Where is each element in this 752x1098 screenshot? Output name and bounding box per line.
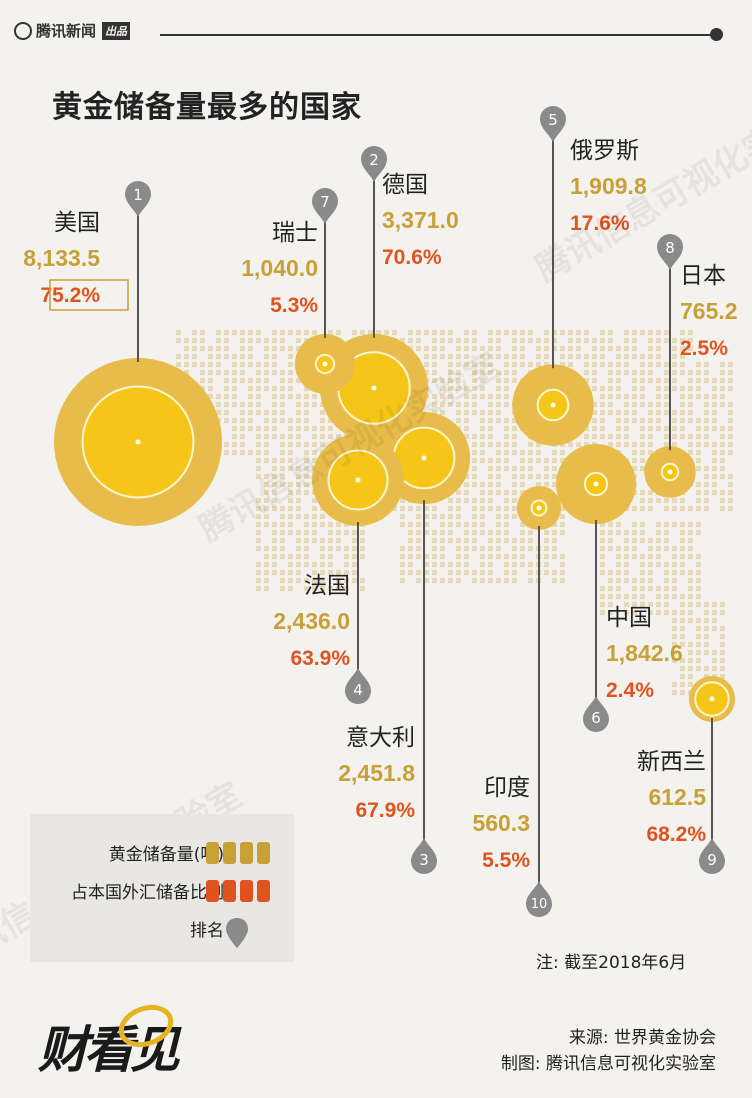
date-note: 注: 截至2018年6月 <box>536 953 687 973</box>
rank-pin-5 <box>540 106 566 142</box>
share-label-3: 67.9% <box>355 799 415 822</box>
country-name-8: 日本 <box>680 263 726 289</box>
share-label-9: 68.2% <box>646 823 706 846</box>
country-name-5: 俄罗斯 <box>570 138 639 164</box>
reserve-label-10: 560.3 <box>472 810 530 836</box>
bubble-center-dot-3 <box>421 455 427 461</box>
rank-number-8: 8 <box>665 239 675 257</box>
country-name-2: 德国 <box>382 172 428 198</box>
country-name-4: 法国 <box>304 573 350 599</box>
bubble-center-dot-8 <box>667 469 673 475</box>
rank-number-3: 3 <box>419 851 429 869</box>
rank-pin-10 <box>526 881 552 917</box>
header-dot <box>710 28 723 41</box>
rank-pin-9 <box>699 838 725 874</box>
reserve-label-4: 2,436.0 <box>273 608 350 634</box>
rank-number-5: 5 <box>548 111 558 129</box>
reserve-label-3: 2,451.8 <box>338 760 415 786</box>
bubble-center-dot-10 <box>536 505 542 511</box>
reserve-label-5: 1,909.8 <box>570 173 647 199</box>
header-rule <box>160 34 716 36</box>
chart-title: 黄金储备量最多的国家 <box>52 90 362 125</box>
source-text: 来源: 世界黄金协会 <box>568 1028 716 1048</box>
rank-number-1: 1 <box>133 186 143 204</box>
share-label-4: 63.9% <box>290 647 350 670</box>
share-label-1: 75.2% <box>40 284 100 307</box>
country-name-9: 新西兰 <box>637 749 706 775</box>
share-highlight-box-1 <box>49 279 129 311</box>
header-brand: 腾讯新闻 <box>36 22 97 40</box>
reserve-label-6: 1,842.6 <box>606 640 683 666</box>
reserve-label-7: 1,040.0 <box>241 255 318 281</box>
rank-number-2: 2 <box>369 151 379 169</box>
rank-pin-8 <box>657 234 683 270</box>
share-label-7: 5.3% <box>270 294 318 317</box>
bubble-center-dot-9 <box>709 696 715 702</box>
bubble-center-dot-4 <box>355 477 361 483</box>
country-name-3: 意大利 <box>346 725 415 751</box>
legend-item-share: 占本国外汇储备比例 <box>30 874 294 904</box>
rank-number-9: 9 <box>707 851 717 869</box>
rank-number-10: 10 <box>531 897 548 912</box>
footer-brand: 财看见 <box>38 1021 180 1079</box>
legend-reserve-label: 黄金储备量(吨) <box>108 845 224 865</box>
legend-item-rank: 排名 <box>30 912 294 948</box>
reserve-label-1: 8,133.5 <box>23 245 100 271</box>
legend-item-reserve: 黄金储备量(吨) <box>30 836 294 866</box>
source-block: 来源: 世界黄金协会 制图: 腾讯信息可视化实验室 <box>501 1025 716 1077</box>
bubble-center-dot-2 <box>371 385 377 391</box>
legend-reserve-swatch <box>206 842 270 864</box>
reserve-label-2: 3,371.0 <box>382 207 459 233</box>
rank-pin-3 <box>411 838 437 874</box>
bubble-center-dot-7 <box>322 361 328 367</box>
share-label-2: 70.6% <box>382 246 442 269</box>
country-name-10: 印度 <box>484 775 530 801</box>
bubble-center-dot-6 <box>593 481 599 487</box>
legend-share-label: 占本国外汇储备比例 <box>71 883 224 903</box>
credit-text: 制图: 腾讯信息可视化实验室 <box>500 1054 716 1074</box>
rank-pin-2 <box>361 146 387 182</box>
share-label-8: 2.5% <box>680 337 728 360</box>
rank-number-7: 7 <box>320 193 330 211</box>
legend-rank-pin-icon <box>226 918 248 948</box>
rank-pin-1 <box>125 181 151 217</box>
reserve-label-8: 765.2 <box>680 298 738 324</box>
country-name-7: 瑞士 <box>272 220 318 246</box>
rank-pin-4 <box>345 668 371 704</box>
legend-share-swatch <box>206 880 270 902</box>
bubble-center-dot-5 <box>550 402 556 408</box>
header-logo: 腾讯新闻 出品 <box>14 20 131 41</box>
reserve-label-9: 612.5 <box>648 784 706 810</box>
country-name-6: 中国 <box>606 605 652 631</box>
rank-pin-6 <box>583 696 609 732</box>
rank-pin-7 <box>312 188 338 224</box>
bubble-center-dot-1 <box>135 439 141 445</box>
rank-number-6: 6 <box>591 709 601 727</box>
legend-rank-label: 排名 <box>190 921 224 941</box>
tencent-news-logo-icon <box>14 21 32 40</box>
share-label-10: 5.5% <box>482 849 530 872</box>
header-brand-tag: 出品 <box>102 21 131 40</box>
rank-number-4: 4 <box>353 681 363 699</box>
share-label-5: 17.6% <box>570 212 630 235</box>
share-label-6: 2.4% <box>606 679 654 702</box>
country-name-1: 美国 <box>54 210 100 236</box>
legend: 黄金储备量(吨) 占本国外汇储备比例 排名 <box>30 814 294 962</box>
